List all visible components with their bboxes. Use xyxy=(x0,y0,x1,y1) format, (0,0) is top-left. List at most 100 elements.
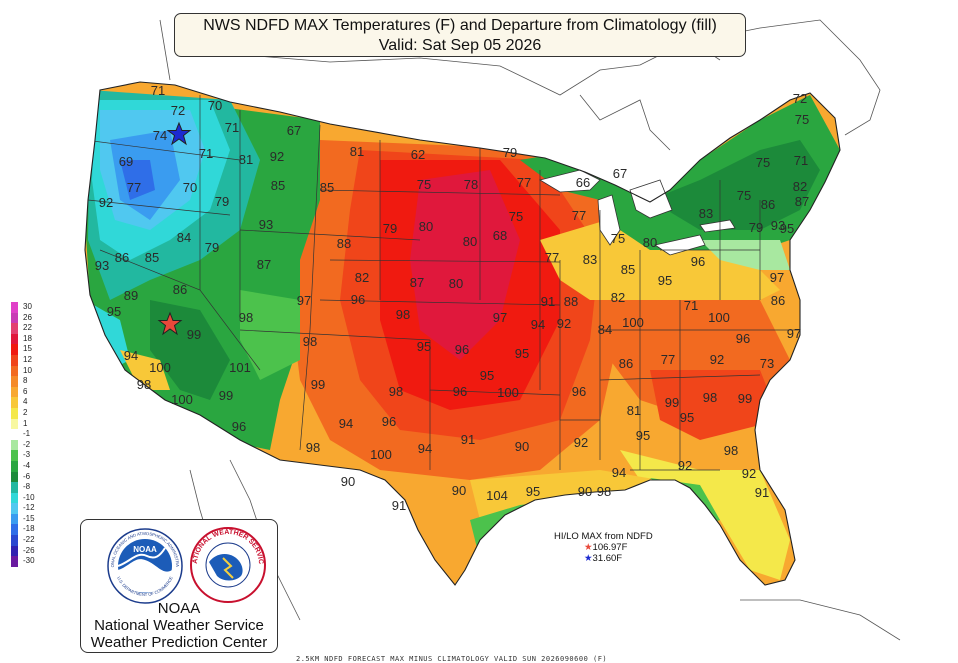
temperature-value: 70 xyxy=(208,98,222,113)
temperature-value: 71 xyxy=(225,120,239,135)
hilo-hi-value: 106.97F xyxy=(592,542,628,553)
legend-level: -22 xyxy=(6,535,46,546)
temperature-value: 84 xyxy=(598,322,612,337)
legend-level: 10 xyxy=(6,365,46,377)
title-line-1: NWS NDFD MAX Temperatures (F) and Depart… xyxy=(203,17,717,34)
temperature-value: 81 xyxy=(350,144,364,159)
temperature-value: 79 xyxy=(215,194,229,209)
temperature-value: 100 xyxy=(171,392,193,407)
temperature-value: 92 xyxy=(557,316,571,331)
temperature-value: 86 xyxy=(115,250,129,265)
temperature-value: 94 xyxy=(418,441,432,456)
temperature-value: 96 xyxy=(691,254,705,269)
legend-level: -8 xyxy=(6,482,46,493)
legend-level: -12 xyxy=(6,503,46,514)
legend-label: -22 xyxy=(23,535,35,545)
agency-logo-box: NOAA NATIONAL OCEANIC AND ATMOSPHERIC AD… xyxy=(80,519,278,653)
temperature-value: 99 xyxy=(738,391,752,406)
temperature-value: 100 xyxy=(497,385,519,400)
temperature-value: 86 xyxy=(771,293,785,308)
temperature-value: 66 xyxy=(576,175,590,190)
temperature-value: 75 xyxy=(509,209,523,224)
legend-level: -30 xyxy=(6,556,46,567)
temperature-value: 96 xyxy=(382,414,396,429)
temperature-value: 95 xyxy=(780,221,794,236)
temperature-value: 95 xyxy=(658,273,672,288)
temperature-value: 80 xyxy=(419,219,433,234)
legend-label: -2 xyxy=(23,439,31,449)
legend-label: -10 xyxy=(23,492,35,502)
legend-label: 18 xyxy=(23,333,32,343)
legend-level: 8 xyxy=(6,376,46,387)
temperature-value: 75 xyxy=(737,188,751,203)
legend-swatch xyxy=(11,376,18,387)
legend-level: -18 xyxy=(6,524,46,536)
noaa-emblem-text: NOAA xyxy=(133,545,157,554)
legend-swatch xyxy=(11,344,18,355)
conus-outline xyxy=(84,81,841,586)
legend-swatch xyxy=(11,418,18,430)
legend-swatch xyxy=(11,535,18,546)
temperature-value: 98 xyxy=(306,440,320,455)
legend-level: -1 xyxy=(6,429,46,440)
temperature-value: 98 xyxy=(597,484,611,499)
temperature-value: 94 xyxy=(612,465,626,480)
legend-label: 6 xyxy=(23,386,28,396)
legend-label: -12 xyxy=(23,503,35,513)
temperature-value: 92 xyxy=(678,458,692,473)
temperature-value: 73 xyxy=(760,356,774,371)
temperature-value: 95 xyxy=(515,346,529,361)
legend-label: -26 xyxy=(23,545,35,555)
temperature-value: 85 xyxy=(621,262,635,277)
temperature-value: 87 xyxy=(795,194,809,209)
logo-wpc-text: Weather Prediction Center xyxy=(90,634,268,651)
temperature-value: 77 xyxy=(572,208,586,223)
legend-level: 22 xyxy=(6,323,46,334)
legend-level: 18 xyxy=(6,333,46,345)
legend-level: -10 xyxy=(6,492,46,504)
temperature-value: 87 xyxy=(410,275,424,290)
temperature-value: 98 xyxy=(724,443,738,458)
legend-label: -30 xyxy=(23,556,35,566)
legend-label: 4 xyxy=(23,397,28,407)
noaa-logo: NOAA NATIONAL OCEANIC AND ATMOSPHERIC AD… xyxy=(105,526,183,604)
temperature-value: 71 xyxy=(151,83,165,98)
legend-label: 10 xyxy=(23,365,32,375)
temperature-value: 68 xyxy=(493,228,507,243)
temperature-value: 77 xyxy=(517,175,531,190)
legend-level: 2 xyxy=(6,407,46,419)
temperature-value: 94 xyxy=(124,348,138,363)
temperature-value: 83 xyxy=(699,206,713,221)
legend-swatch xyxy=(11,545,18,557)
temperature-value: 92 xyxy=(742,466,756,481)
temperature-value: 91 xyxy=(461,432,475,447)
footer-caption: 2.5KM NDFD FORECAST MAX MINUS CLIMATOLOG… xyxy=(296,655,608,663)
temperature-value: 71 xyxy=(199,146,213,161)
legend-level: -3 xyxy=(6,450,46,461)
temperature-value: 95 xyxy=(636,428,650,443)
temperature-value: 97 xyxy=(787,326,801,341)
temperature-value: 93 xyxy=(771,218,785,233)
legend-label: 2 xyxy=(23,407,28,417)
temperature-value: 82 xyxy=(793,179,807,194)
legend-label: 15 xyxy=(23,344,32,354)
temperature-value: 95 xyxy=(480,368,494,383)
legend-swatch xyxy=(11,482,18,493)
temperature-value: 101 xyxy=(229,360,251,375)
legend-label: 22 xyxy=(23,323,32,333)
temperature-value: 98 xyxy=(303,334,317,349)
temperature-value: 85 xyxy=(320,180,334,195)
legend-label: -3 xyxy=(23,450,31,460)
temperature-value: 83 xyxy=(583,252,597,267)
temperature-value: 96 xyxy=(572,384,586,399)
temperature-value: 74 xyxy=(153,128,167,143)
temperature-value: 95 xyxy=(417,339,431,354)
temperature-value: 99 xyxy=(187,327,201,342)
temperature-value: 100 xyxy=(622,315,644,330)
legend-swatch xyxy=(11,365,18,377)
temperature-value: 62 xyxy=(411,147,425,162)
legend-swatch xyxy=(11,397,18,408)
temperature-value: 81 xyxy=(239,152,253,167)
temperature-value: 75 xyxy=(611,231,625,246)
